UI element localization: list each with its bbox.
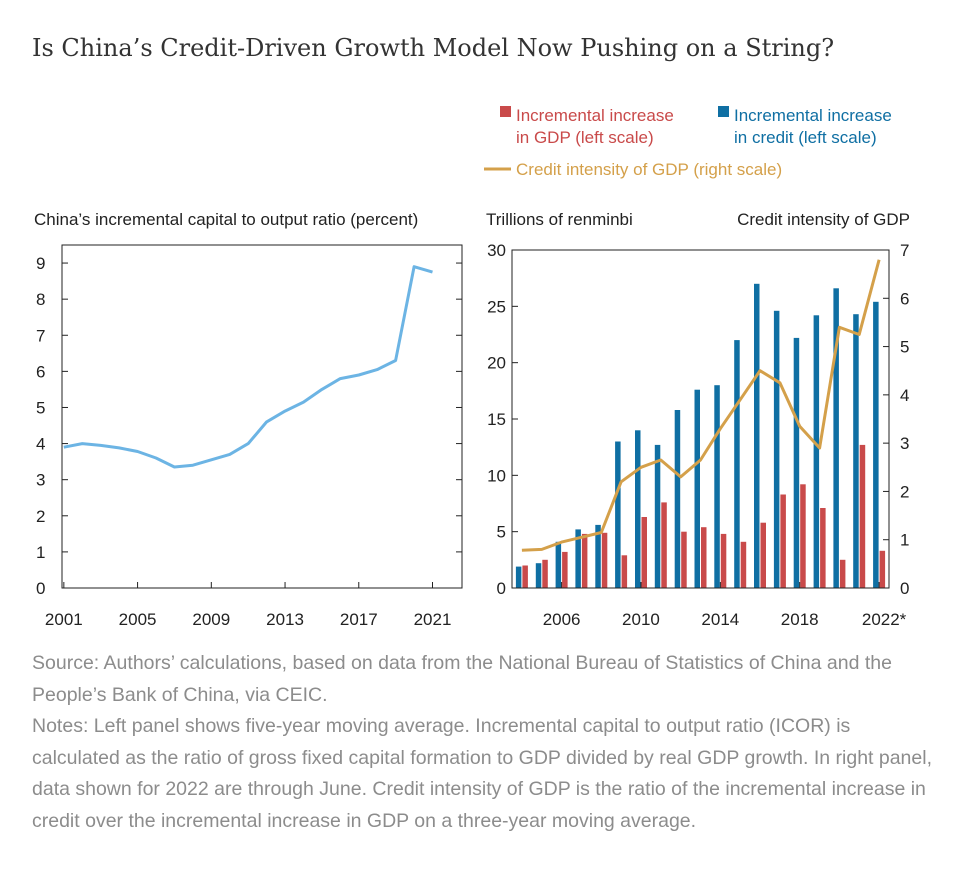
left-y-tick-label: 5 [36,398,45,417]
credit-bar [654,444,661,588]
credit-intensity-line [521,259,881,552]
left-panel: China’s incremental capital to output ra… [34,210,463,629]
left-y-tick-label: 2 [36,507,45,526]
gdp-bar [661,502,667,588]
icor-line [63,265,433,469]
left-plot-frame [61,244,463,589]
left-y-tick-label: 3 [36,471,45,490]
left-x-tick-label: 2017 [340,610,378,629]
legend-label-gdp-1: Incremental increase [516,106,674,125]
left-y-tick-label: 8 [36,290,45,309]
notes-text: Notes: Left panel shows five-year moving… [32,715,932,832]
left-y-tick-label: 7 [36,326,45,345]
gdp-bar [522,565,528,588]
left-scale-tick-label: 10 [487,466,506,485]
credit-bar [674,410,681,588]
credit-bar [773,310,780,588]
right-scale-tick-label: 2 [900,482,909,501]
left-scale-tick-label: 15 [487,410,506,429]
left-scale-tick-label: 0 [497,579,506,598]
bar-x-tick-label: 2006 [543,610,581,629]
source-notes: Source: Authors’ calculations, based on … [32,648,932,837]
left-x-tick-label: 2013 [266,610,304,629]
bar-x-tick-label: 2022* [862,610,907,629]
gdp-bar [740,541,747,588]
gdp-bar [820,508,826,588]
left-scale-tick-label: 30 [487,241,506,260]
credit-bar [833,288,839,588]
right-scale-tick-label: 7 [900,241,909,260]
source-text: Source: Authors’ calculations, based on … [32,652,892,706]
credit-bar [813,315,820,588]
gdp-bar [641,517,647,588]
right-scale-tick-label: 6 [900,289,909,308]
credit-bar [515,566,522,588]
legend: Incremental increase in GDP (left scale)… [484,106,892,179]
gdp-bar [562,551,568,588]
gdp-bar [542,559,548,588]
right-scale-tick-label: 4 [900,386,909,405]
bar-x-tick-label: 2010 [622,610,660,629]
left-y-tick-label: 6 [36,362,45,381]
credit-bar [754,283,760,588]
legend-label-credit-2: in credit (left scale) [734,128,877,147]
gdp-bar [601,532,608,588]
credit-bar [635,430,641,588]
left-y-tick-label: 9 [36,254,45,273]
bar-x-tick-label: 2014 [701,610,739,629]
credit-bar [595,524,601,588]
credit-bar [714,385,720,588]
credit-bar [535,563,542,588]
legend-swatch-credit [718,106,729,117]
credit-bar [575,529,581,588]
gdp-bar [760,522,766,588]
gdp-bar [879,550,886,588]
left-y-tick-label: 1 [36,543,45,562]
gdp-bar [800,484,806,588]
right-panel: Trillions of renminbi Credit intensity of… [486,210,910,629]
left-y-tick-label: 4 [36,435,45,454]
credit-bar [853,314,859,588]
gdp-bar [681,531,687,588]
figure: Incremental increase in GDP (left scale)… [34,106,910,629]
credit-bar [555,541,562,588]
legend-label-intensity: Credit intensity of GDP (right scale) [516,160,782,179]
legend-label-credit-1: Incremental increase [734,106,892,125]
credit-bar [615,441,621,588]
gdp-bar [720,533,727,588]
left-axis-label: Trillions of renminbi [486,210,633,229]
credit-bar [694,389,700,588]
bar-x-tick-label: 2018 [781,610,819,629]
left-x-tick-label: 2001 [45,610,83,629]
right-axis-label: Credit intensity of GDP [737,210,910,229]
left-y-tick-label: 0 [36,579,45,598]
right-scale-tick-label: 0 [900,579,909,598]
credit-bar [873,301,879,588]
gdp-bar [859,444,866,588]
credit-bar [793,337,800,588]
right-scale-tick-label: 3 [900,434,909,453]
right-scale-tick-label: 5 [900,338,909,357]
gdp-bar [701,527,707,588]
right-scale-tick-label: 1 [900,531,909,550]
left-scale-tick-label: 20 [487,354,506,373]
gdp-bar [581,533,588,588]
gdp-bar [780,494,786,588]
credit-bar [734,340,740,588]
legend-swatch-gdp [500,106,511,117]
gdp-bar [621,555,628,588]
gdp-bar [839,559,846,588]
page-title: Is China’s Credit-Driven Growth Model No… [32,34,835,62]
left-x-tick-label: 2009 [192,610,230,629]
right-plot-frame [511,249,890,589]
left-chart-title: China’s incremental capital to output ra… [34,210,418,229]
left-scale-tick-label: 25 [487,297,506,316]
legend-label-gdp-2: in GDP (left scale) [516,128,654,147]
left-x-tick-label: 2005 [119,610,157,629]
left-scale-tick-label: 5 [497,523,506,542]
left-x-tick-label: 2021 [414,610,452,629]
